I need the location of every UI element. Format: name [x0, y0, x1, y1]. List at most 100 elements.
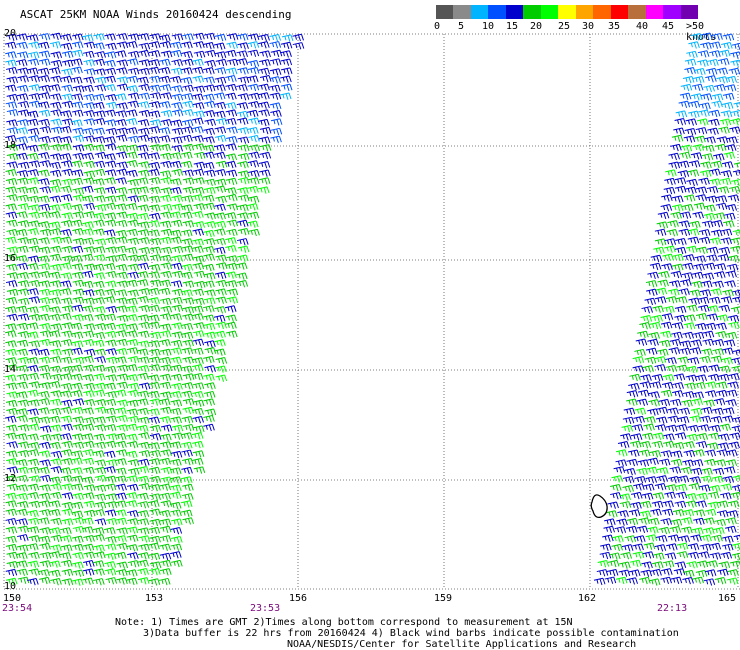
wind-barb: [181, 134, 193, 143]
wind-barb: [192, 168, 205, 177]
wind-barb: [214, 101, 227, 110]
wind-barb: [665, 169, 677, 177]
wind-barb: [686, 304, 698, 312]
wind-barb: [713, 527, 725, 535]
wind-barb: [214, 238, 226, 246]
wind-barb: [171, 93, 184, 101]
wind-barb: [170, 313, 183, 321]
wind-barb: [712, 475, 724, 484]
wind-barb: [148, 340, 161, 348]
wind-barb: [50, 466, 63, 474]
wind-barb: [92, 339, 105, 348]
wind-barb: [280, 75, 292, 83]
wind-barb: [682, 459, 694, 467]
note-line-2: 3)Data buffer is 22 hrs from 20160424 4)…: [143, 628, 679, 639]
wind-barb: [94, 398, 107, 407]
wind-barb: [715, 195, 728, 203]
wind-barb: [709, 237, 722, 245]
wind-barb: [722, 407, 735, 415]
wind-barb: [83, 559, 95, 568]
note-line-1: Note: 1) Times are GMT 2)Times along bot…: [115, 617, 573, 628]
footer-notes: Note: 1) Times are GMT 2)Times along bot…: [115, 617, 679, 650]
wind-barb: [17, 313, 30, 321]
wind-barb: [61, 84, 73, 93]
wind-barb: [193, 280, 206, 289]
wind-barb: [92, 560, 105, 568]
wind-barb: [684, 58, 697, 67]
wind-barb: [258, 83, 270, 91]
wind-barb: [82, 407, 94, 415]
wind-barb: [169, 211, 182, 219]
wind-barb: [94, 518, 107, 526]
wind-barb: [706, 246, 719, 255]
wind-barb: [126, 169, 138, 178]
wind-barb: [39, 425, 52, 433]
wind-barb: [159, 381, 172, 390]
wind-barb: [237, 67, 249, 75]
wind-barb: [719, 492, 732, 500]
wind-barb: [676, 542, 689, 551]
wind-barb: [193, 255, 205, 263]
wind-barb: [247, 59, 260, 68]
wind-barb: [236, 58, 248, 66]
wind-barb: [159, 34, 171, 42]
wind-barb: [689, 415, 702, 423]
wind-barb: [61, 322, 74, 330]
wind-barb: [5, 330, 17, 338]
wind-barb: [160, 313, 172, 321]
wind-barb: [192, 330, 205, 338]
wind-barb: [716, 67, 728, 75]
wind-barb: [237, 177, 250, 185]
wind-barb: [38, 50, 51, 58]
wind-barb: [60, 433, 72, 441]
wind-barb: [38, 152, 50, 160]
wind-barb: [191, 432, 204, 440]
wind-barb: [38, 246, 51, 254]
wind-barb: [622, 475, 635, 484]
wind-barb: [728, 67, 740, 76]
wind-barb: [647, 526, 659, 534]
wind-barb: [27, 389, 39, 397]
wind-barb: [115, 440, 127, 449]
wind-barb: [680, 279, 692, 287]
wind-barb: [148, 66, 160, 75]
lon-tick-159: 159: [434, 593, 453, 604]
wind-barb: [105, 374, 118, 382]
wind-barb: [647, 457, 659, 466]
wind-barb: [703, 84, 715, 93]
wind-barb: [225, 153, 238, 161]
wind-barb: [170, 186, 182, 195]
pass-time-3: 22:13: [657, 603, 688, 614]
wind-barb: [104, 466, 116, 474]
wind-barb: [170, 526, 183, 535]
wind-barb: [72, 356, 85, 365]
wind-barb: [225, 67, 238, 75]
wind-barb: [713, 212, 726, 220]
wind-barb: [716, 76, 728, 84]
wind-barb: [138, 83, 150, 92]
wind-barb: [235, 262, 248, 270]
wind-barb: [49, 551, 61, 559]
wind-barb: [642, 551, 655, 559]
wind-barb: [640, 315, 653, 323]
wind-barb: [690, 534, 702, 542]
wind-barb: [698, 304, 710, 313]
wind-barb: [226, 330, 238, 338]
wind-barb: [137, 527, 150, 535]
wind-barb: [126, 323, 139, 331]
wind-barb: [181, 347, 194, 355]
wind-barb: [93, 127, 105, 135]
wind-barb: [104, 561, 117, 569]
wind-barb: [626, 517, 639, 526]
wind-barb: [214, 348, 226, 356]
wind-barb: [4, 374, 17, 382]
wind-barb: [652, 492, 665, 500]
wind-barb: [259, 169, 271, 177]
wind-barb: [639, 441, 652, 449]
wind-barb: [698, 109, 710, 117]
wind-barb: [714, 271, 726, 279]
wind-barb: [127, 67, 140, 76]
wind-barb: [641, 306, 654, 314]
wind-barb: [127, 135, 140, 144]
wind-barb: [696, 492, 709, 501]
